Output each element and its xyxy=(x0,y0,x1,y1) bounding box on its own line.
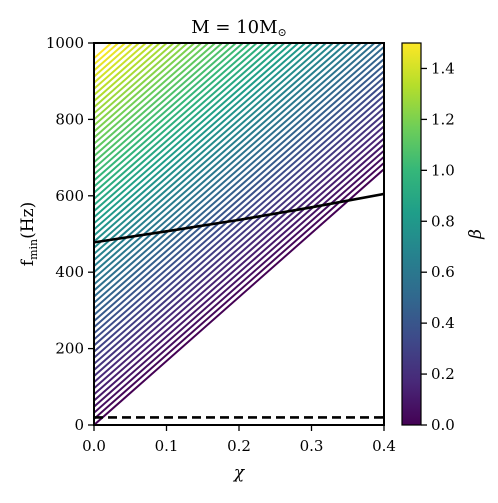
beta-curve xyxy=(94,43,231,163)
beta-curve xyxy=(94,43,314,237)
y-tick-label: 0 xyxy=(74,416,84,434)
colorbar xyxy=(401,42,422,426)
x-axis-ticks: 0.0 0.1 0.2 0.3 0.4 xyxy=(82,425,396,455)
beta-curve xyxy=(94,43,321,243)
beta-curve xyxy=(94,43,203,139)
beta-curve xyxy=(94,43,224,157)
beta-curve xyxy=(94,43,328,249)
beta-curve xyxy=(94,149,384,408)
x-tick-label: 0.2 xyxy=(227,437,251,455)
beta-curve xyxy=(94,43,196,133)
beta-curve xyxy=(94,43,245,176)
beta-curve xyxy=(94,43,286,212)
beta-curve xyxy=(94,43,383,298)
beta-curve xyxy=(94,43,176,115)
beta-curve xyxy=(94,43,349,267)
beta-curve xyxy=(94,64,384,322)
y-axis-label: fmin(Hz) xyxy=(18,202,40,266)
colorbar-tick-label: 1.2 xyxy=(431,110,455,128)
beta-curve xyxy=(94,43,183,121)
x-tick-label: 0.1 xyxy=(155,437,179,455)
beta-curve xyxy=(94,131,384,390)
x-tick-label: 0.3 xyxy=(300,437,324,455)
y-tick-label: 200 xyxy=(55,340,84,358)
chart-title-sun-symbol: ⊙ xyxy=(278,26,287,39)
beta-curve xyxy=(94,43,280,206)
beta-curve xyxy=(94,101,384,359)
beta-curve xyxy=(94,43,169,108)
beta-curve xyxy=(94,119,384,377)
beta-curve xyxy=(94,107,384,365)
colorbar-tick-label: 1.0 xyxy=(431,161,455,179)
y-tick-label: 800 xyxy=(55,110,84,128)
beta-curve xyxy=(94,70,384,328)
colorbar-ticks: 0.0 0.2 0.4 0.6 0.8 1.0 1.2 1.4 xyxy=(421,59,455,434)
beta-curve xyxy=(94,43,335,255)
beta-curve xyxy=(94,76,384,335)
colorbar-tick-label: 0.8 xyxy=(431,212,455,230)
beta-curve xyxy=(94,88,384,347)
beta-curve xyxy=(94,43,217,151)
beta-curve xyxy=(94,82,384,341)
colorbar-tick-label: 1.4 xyxy=(431,59,455,77)
beta-curve xyxy=(94,43,300,225)
beta-curve xyxy=(94,162,384,420)
beta-curve xyxy=(94,58,384,316)
colorbar-tick-label: 0.0 xyxy=(431,416,455,434)
beta-curve xyxy=(94,125,384,383)
beta-curve xyxy=(94,43,266,194)
beta-curve xyxy=(94,52,384,310)
beta-curve xyxy=(94,43,376,292)
beta-curve xyxy=(94,137,384,396)
y-axis-label-sub: min xyxy=(27,239,40,260)
beta-curve xyxy=(94,43,190,127)
beta-curve xyxy=(94,43,155,96)
beta-curve xyxy=(94,43,342,261)
colorbar-label: β xyxy=(466,229,486,240)
beta-curve xyxy=(94,43,273,200)
beta-curve xyxy=(94,43,162,102)
beta-curve xyxy=(94,43,252,182)
solid-reference-line xyxy=(94,192,384,244)
beta-curve xyxy=(94,94,384,353)
colorbar-tick-label: 0.2 xyxy=(431,365,455,383)
y-tick-label: 600 xyxy=(55,187,84,205)
beta-curve xyxy=(94,43,370,286)
y-axis-ticks: 0 200 400 600 800 1000 xyxy=(46,34,94,434)
chart-title-text: M = 10M xyxy=(191,17,277,38)
beta-curve xyxy=(94,43,356,273)
beta-curve xyxy=(94,43,293,218)
beta-curve xyxy=(94,43,210,145)
beta-curve-family xyxy=(94,43,384,425)
beta-curve xyxy=(94,43,363,280)
beta-curve xyxy=(94,43,307,231)
reference-lines xyxy=(94,192,384,419)
colorbar-tick-label: 0.4 xyxy=(431,314,455,332)
beta-curve xyxy=(94,156,384,414)
beta-curve xyxy=(94,43,259,188)
beta-curve xyxy=(94,143,384,402)
x-axis-label: χ xyxy=(233,463,246,483)
beta-curve xyxy=(94,113,384,371)
colorbar-tick-label: 0.6 xyxy=(431,263,455,281)
y-axis-label-f: f xyxy=(18,258,38,266)
x-tick-label: 0.0 xyxy=(82,437,106,455)
chart-title: M = 10M⊙ xyxy=(191,17,287,39)
y-tick-label: 1000 xyxy=(46,34,84,52)
beta-curve xyxy=(94,46,384,304)
beta-curve xyxy=(94,43,238,170)
beta-curve xyxy=(94,43,148,90)
y-tick-label: 400 xyxy=(55,263,84,281)
y-axis-label-unit: (Hz) xyxy=(18,202,38,239)
beta-curve xyxy=(94,168,384,425)
x-tick-label: 0.4 xyxy=(372,437,396,455)
